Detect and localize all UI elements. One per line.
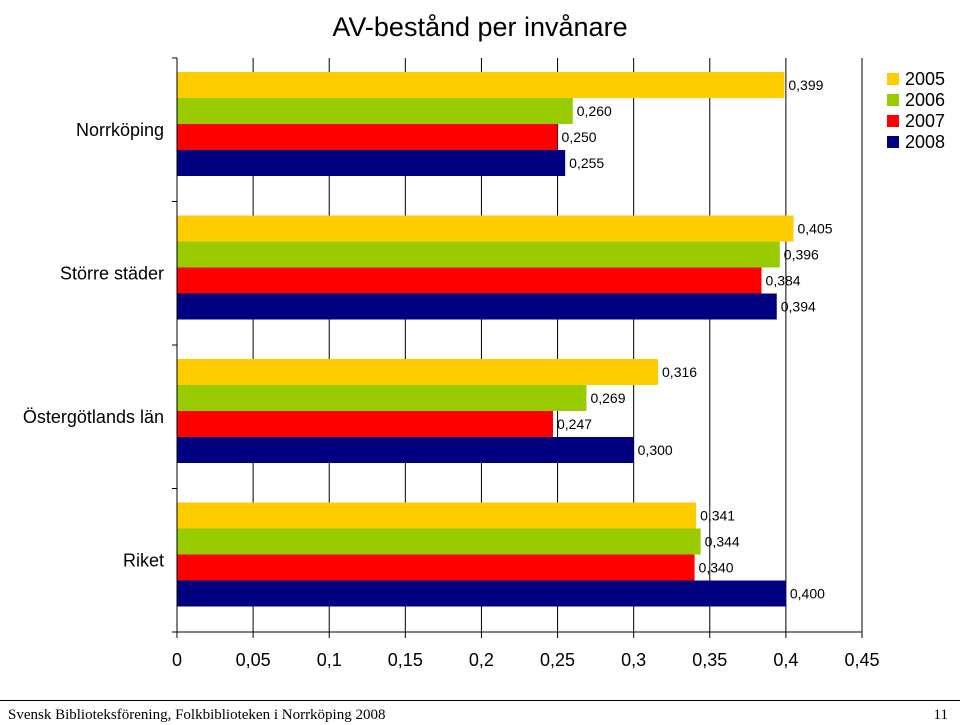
data-label: 0,344 bbox=[705, 534, 740, 550]
data-label: 0,341 bbox=[700, 508, 735, 524]
category-label: Norrköping bbox=[76, 120, 164, 140]
data-label: 0,269 bbox=[590, 390, 625, 406]
bar bbox=[177, 411, 553, 437]
bar bbox=[177, 72, 785, 98]
bar bbox=[177, 124, 558, 150]
category-label: Större städer bbox=[60, 263, 164, 283]
footer-divider bbox=[0, 700, 960, 701]
data-label: 0,247 bbox=[557, 416, 592, 432]
bar bbox=[177, 98, 573, 124]
x-tick-label: 0,1 bbox=[317, 650, 342, 670]
page-number: 11 bbox=[933, 707, 948, 723]
bar bbox=[177, 502, 697, 529]
data-label: 0,405 bbox=[798, 221, 833, 237]
x-tick-label: 0,4 bbox=[773, 650, 798, 670]
data-label: 0,340 bbox=[699, 560, 734, 576]
data-label: 0,250 bbox=[562, 129, 597, 145]
x-tick-label: 0,3 bbox=[621, 650, 646, 670]
x-tick-label: 0,05 bbox=[236, 650, 271, 670]
bar bbox=[177, 385, 587, 411]
data-label: 0,384 bbox=[766, 273, 801, 289]
legend-swatch bbox=[887, 136, 899, 148]
x-tick-label: 0,35 bbox=[692, 650, 727, 670]
data-label: 0,316 bbox=[662, 364, 697, 380]
data-label: 0,300 bbox=[638, 442, 673, 458]
legend-label: 2006 bbox=[905, 90, 945, 110]
x-tick-label: 0,25 bbox=[540, 650, 575, 670]
bar-chart: 0,3990,2600,2500,255Norrköping0,4050,396… bbox=[23, 57, 945, 670]
bar bbox=[177, 580, 786, 607]
bar bbox=[177, 293, 777, 320]
x-tick-label: 0,2 bbox=[469, 650, 494, 670]
data-label: 0,394 bbox=[781, 299, 816, 315]
bar bbox=[177, 437, 634, 463]
bar bbox=[177, 554, 695, 581]
legend-label: 2005 bbox=[905, 69, 945, 89]
bar bbox=[177, 241, 780, 268]
legend-swatch bbox=[887, 94, 899, 106]
legend-label: 2007 bbox=[905, 111, 945, 131]
x-tick-label: 0,45 bbox=[844, 650, 879, 670]
bar bbox=[177, 215, 794, 242]
category-label: Riket bbox=[123, 550, 164, 570]
data-label: 0,396 bbox=[784, 247, 819, 263]
data-label: 0,255 bbox=[569, 155, 604, 171]
data-label: 0,399 bbox=[788, 77, 823, 93]
bar bbox=[177, 267, 762, 294]
chart-title: AV-bestånd per invånare bbox=[332, 12, 628, 42]
bar bbox=[177, 528, 701, 555]
x-tick-label: 0 bbox=[172, 650, 182, 670]
legend-swatch bbox=[887, 115, 899, 127]
footer-source-text: Svensk Biblioteksförening, Folkbibliotek… bbox=[8, 707, 386, 723]
bar bbox=[177, 359, 659, 385]
category-label: Östergötlands län bbox=[23, 407, 164, 427]
legend-swatch bbox=[887, 73, 899, 85]
bar bbox=[177, 150, 566, 176]
data-label: 0,260 bbox=[577, 103, 612, 119]
legend-label: 2008 bbox=[905, 132, 945, 152]
x-tick-label: 0,15 bbox=[388, 650, 423, 670]
data-label: 0,400 bbox=[790, 586, 825, 602]
